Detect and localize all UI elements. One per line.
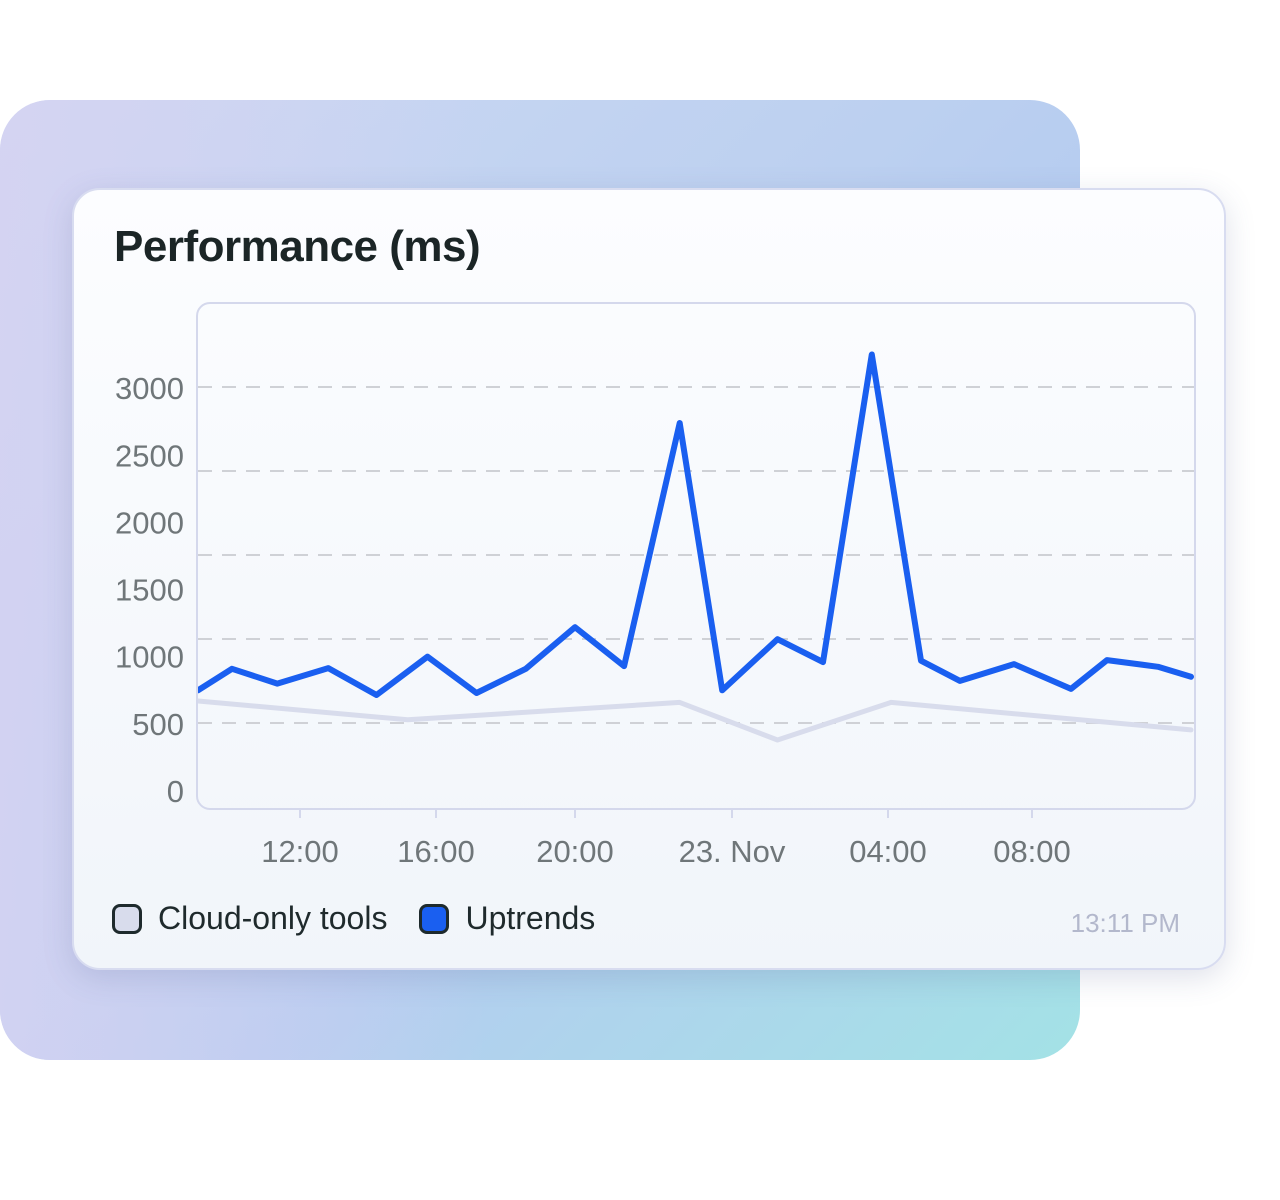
x-tick-label: 08:00: [993, 834, 1071, 869]
y-tick-label: 0: [167, 774, 184, 809]
legend-swatch-uptrends: [419, 903, 450, 934]
y-tick-label: 2000: [115, 505, 184, 540]
chart-card: [72, 188, 1226, 970]
y-tick-label: 3000: [115, 371, 184, 406]
series-line-uptrends: [198, 351, 1194, 698]
timestamp: 13:11 PM: [1070, 908, 1180, 938]
series-line-cloud-only-tools: [198, 698, 1194, 743]
x-tick-label: 23. Nov: [679, 834, 786, 869]
x-tick-label: 16:00: [397, 834, 475, 869]
plot-area: [196, 302, 1196, 810]
chart-title: Performance (ms): [114, 222, 481, 271]
y-tick-label: 2500: [115, 438, 184, 473]
legend: Cloud-only tools Uptrends: [112, 900, 627, 937]
legend-label: Cloud-only tools: [158, 900, 388, 936]
legend-item-cloud-only-tools[interactable]: Cloud-only tools: [112, 900, 387, 937]
y-tick-label: 500: [132, 707, 184, 742]
x-tick-label: 12:00: [261, 834, 339, 869]
x-tick-label: 04:00: [849, 834, 927, 869]
x-tick-label: 20:00: [536, 834, 614, 869]
legend-item-uptrends[interactable]: Uptrends: [419, 900, 595, 937]
y-tick-label: 1000: [115, 640, 184, 675]
y-tick-label: 1500: [115, 573, 184, 608]
legend-label: Uptrends: [465, 900, 596, 936]
legend-swatch-cloud: [112, 903, 142, 934]
